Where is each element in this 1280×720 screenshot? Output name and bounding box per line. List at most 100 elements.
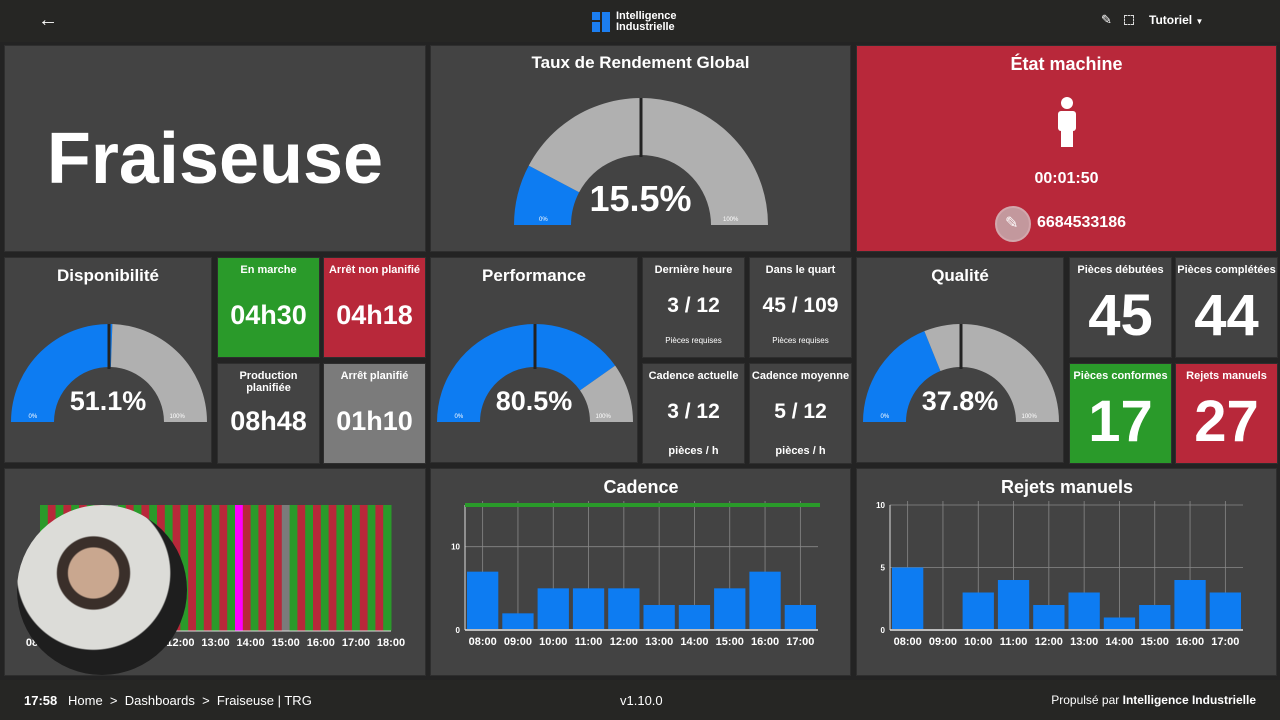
webcam-overlay [17, 505, 187, 675]
tile-subtitle: pièces / h [668, 445, 719, 457]
tile-title: Cadence moyenne [751, 370, 850, 382]
bar[interactable] [467, 571, 499, 630]
gauge-value: 51.1% [69, 386, 147, 416]
bar[interactable] [608, 588, 640, 630]
x-tick-label: 11:00 [575, 636, 603, 648]
bar[interactable] [502, 613, 534, 630]
timeline-segment [235, 505, 244, 631]
timeline-segment [344, 505, 353, 631]
dispo-tile: Production planifiée 08h48 [217, 363, 320, 464]
gauge-remaining [924, 324, 1059, 422]
dispo-tile: Arrêt non planifié 04h18 [323, 257, 426, 358]
tile-value: 04h30 [230, 300, 307, 330]
timeline-segment [250, 505, 259, 631]
bar[interactable] [962, 592, 994, 631]
x-tick-label: 14:00 [237, 637, 265, 649]
panel-title: Disponibilité [57, 266, 159, 285]
tile-title: En marche [240, 264, 297, 276]
breadcrumb-sep: > [109, 693, 118, 708]
gauge-min-label: 0% [455, 414, 464, 420]
x-tick-label: 11:00 [1000, 636, 1028, 648]
dispo-panel: Disponibilité 0% 100% 51.1% [4, 257, 212, 463]
logo-text-1: Intelligence [616, 10, 677, 22]
gauge-fill [11, 324, 113, 422]
panel-title: Performance [482, 266, 586, 285]
breadcrumb-sep: > [202, 693, 210, 708]
bar[interactable] [1209, 592, 1241, 631]
qual-tile: Pièces conformes 17 [1069, 363, 1172, 464]
edit-icon[interactable]: ✎ [1101, 12, 1112, 27]
logo-mark-icon [592, 12, 600, 20]
powered-prefix: Propulsé par [1051, 693, 1120, 707]
gauge-fill [437, 324, 616, 422]
y-tick-label: 0 [456, 626, 461, 635]
tile-title: Arrêt non planifié [328, 264, 421, 276]
gauge-remaining [110, 324, 207, 422]
user-menu-label: Tutoriel [1149, 13, 1193, 27]
operator-edit-button[interactable] [995, 206, 1031, 242]
breadcrumb: Home > Dashboards > Fraiseuse | TRG [68, 693, 312, 708]
y-tick-label: 10 [876, 501, 885, 510]
timeline-segment [180, 505, 189, 631]
bar[interactable] [643, 605, 675, 630]
x-tick-label: 16:00 [307, 637, 335, 649]
operator-id: 6684533186 [1037, 214, 1126, 231]
x-tick-label: 17:00 [786, 636, 814, 648]
bar[interactable] [714, 588, 746, 630]
breadcrumb-dashboards[interactable]: Dashboards [124, 693, 195, 708]
bar[interactable] [1103, 617, 1136, 631]
bar[interactable] [1174, 580, 1206, 630]
tile-value: 44 [1194, 283, 1259, 348]
tile-value: 5 / 12 [774, 400, 827, 423]
bar[interactable] [572, 588, 605, 630]
y-tick-label: 0 [881, 626, 886, 635]
state-duration: 00:01:50 [1034, 170, 1099, 187]
bar[interactable] [1139, 605, 1171, 630]
gauge-max-label: 100% [596, 414, 612, 420]
bar[interactable] [784, 605, 816, 630]
x-tick-label: 09:00 [504, 636, 532, 648]
qual-gauge: 0% 100% [863, 324, 1059, 422]
tile-subtitle: Pièces requises [772, 336, 829, 345]
bar[interactable] [537, 588, 569, 630]
gauge-value: 37.8% [921, 386, 999, 416]
powered-by: Propulsé par Intelligence Industrielle [1051, 693, 1256, 707]
tile-value: 08h48 [230, 406, 307, 436]
dispo-tile: En marche 04h30 [217, 257, 320, 358]
bar[interactable] [1068, 592, 1100, 631]
tile-subtitle: Pièces requises [665, 336, 722, 345]
fullscreen-icon[interactable] [1124, 15, 1134, 25]
bar[interactable] [997, 580, 1030, 630]
bar[interactable] [1033, 605, 1065, 630]
back-arrow-icon[interactable]: ← [38, 9, 58, 31]
tile-title: Dans le quart [765, 264, 836, 276]
bar[interactable] [678, 605, 711, 630]
gauge-max-label: 100% [170, 414, 186, 420]
x-tick-label: 14:00 [680, 636, 708, 648]
bar[interactable] [892, 567, 924, 631]
tile-value: 45 [1088, 283, 1153, 348]
perf-tile: Cadence actuelle 3 / 12 pièces / h [642, 363, 745, 464]
x-tick-label: 12:00 [1035, 636, 1063, 648]
timeline-segment [281, 505, 291, 631]
panel-title: Taux de Rendement Global [531, 53, 750, 72]
tile-title: Production planifiée [239, 370, 298, 394]
caret-down-icon: ▼ [1195, 17, 1204, 26]
gauge-fill [514, 165, 580, 225]
edit-icon: ✎ [1005, 215, 1019, 232]
dispo-tile: Arrêt planifié 01h10 [323, 363, 426, 464]
timeline-segment [328, 505, 337, 631]
tile-value: 17 [1088, 389, 1153, 454]
gauge-min-label: 0% [29, 414, 38, 420]
bar[interactable] [749, 571, 781, 630]
timeline-segment [219, 505, 228, 631]
timeline-segment [196, 505, 205, 631]
x-tick-label: 14:00 [1105, 636, 1133, 648]
breadcrumb-current: Fraiseuse | TRG [216, 693, 312, 708]
breadcrumb-home[interactable]: Home [68, 693, 103, 708]
x-tick-label: 16:00 [1176, 636, 1204, 648]
x-tick-label: 15:00 [716, 636, 744, 648]
gauge-remaining [579, 365, 633, 422]
user-menu[interactable]: Tutoriel ▼ [1149, 13, 1203, 27]
top-bar: ← Intelligence Industrielle ✎ Tutoriel ▼ [0, 0, 1280, 42]
